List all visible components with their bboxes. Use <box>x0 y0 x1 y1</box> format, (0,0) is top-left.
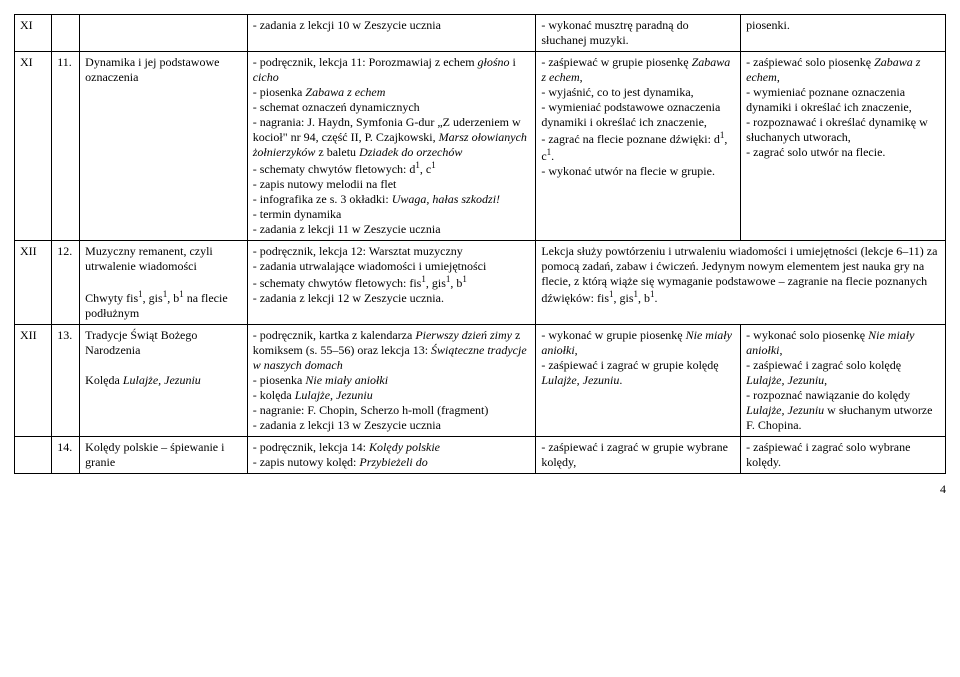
table-row: XII12.Muzyczny remanent, czyli utrwaleni… <box>15 241 946 325</box>
topic-cell: Tradycje Świąt Bożego NarodzeniaKolęda L… <box>80 325 248 437</box>
content-cell: - zadania z lekcji 10 w Zeszycie ucznia <box>247 15 536 52</box>
lesson-number-cell <box>52 15 80 52</box>
table-row: 14.Kolędy polskie – śpiewanie i granie- … <box>15 437 946 474</box>
outcome-merged-cell: Lekcja służy powtórzeniu i utrwaleniu wi… <box>536 241 946 325</box>
topic-cell: Muzyczny remanent, czyli utrwalenie wiad… <box>80 241 248 325</box>
lesson-number-cell: 12. <box>52 241 80 325</box>
outcome-basic-cell: - zaśpiewać i zagrać w grupie wybrane ko… <box>536 437 741 474</box>
table-row: XI11.Dynamika i jej podstawowe oznaczeni… <box>15 52 946 241</box>
outcome-basic-cell: - zaśpiewać w grupie piosenkę Zabawa z e… <box>536 52 741 241</box>
lesson-number-cell: 13. <box>52 325 80 437</box>
lesson-number-cell: 11. <box>52 52 80 241</box>
month-cell <box>15 437 52 474</box>
month-cell: XII <box>15 325 52 437</box>
topic-cell <box>80 15 248 52</box>
content-cell: - podręcznik, lekcja 12: Warsztat muzycz… <box>247 241 536 325</box>
outcome-extended-cell: - wykonać solo piosenkę Nie miały aniołk… <box>741 325 946 437</box>
topic-cell: Kolędy polskie – śpiewanie i granie <box>80 437 248 474</box>
month-cell: XI <box>15 52 52 241</box>
month-cell: XII <box>15 241 52 325</box>
content-cell: - podręcznik, lekcja 14: Kolędy polskie-… <box>247 437 536 474</box>
outcome-extended-cell: - zaśpiewać i zagrać solo wybrane kolędy… <box>741 437 946 474</box>
table-row: XI - zadania z lekcji 10 w Zeszycie uczni… <box>15 15 946 52</box>
table-row: XII13.Tradycje Świąt Bożego NarodzeniaKo… <box>15 325 946 437</box>
curriculum-table: XI - zadania z lekcji 10 w Zeszycie uczni… <box>14 14 946 474</box>
outcome-extended-cell: piosenki. <box>741 15 946 52</box>
content-cell: - podręcznik, lekcja 11: Porozmawiaj z e… <box>247 52 536 241</box>
outcome-basic-cell: - wykonać w grupie piosenkę Nie miały an… <box>536 325 741 437</box>
outcome-basic-cell: - wykonać musztrę paradną do słuchanej m… <box>536 15 741 52</box>
lesson-number-cell: 14. <box>52 437 80 474</box>
page-number: 4 <box>14 474 946 497</box>
month-cell: XI <box>15 15 52 52</box>
outcome-extended-cell: - zaśpiewać solo piosenkę Zabawa z echem… <box>741 52 946 241</box>
content-cell: - podręcznik, kartka z kalendarza Pierws… <box>247 325 536 437</box>
topic-cell: Dynamika i jej podstawowe oznaczenia <box>80 52 248 241</box>
